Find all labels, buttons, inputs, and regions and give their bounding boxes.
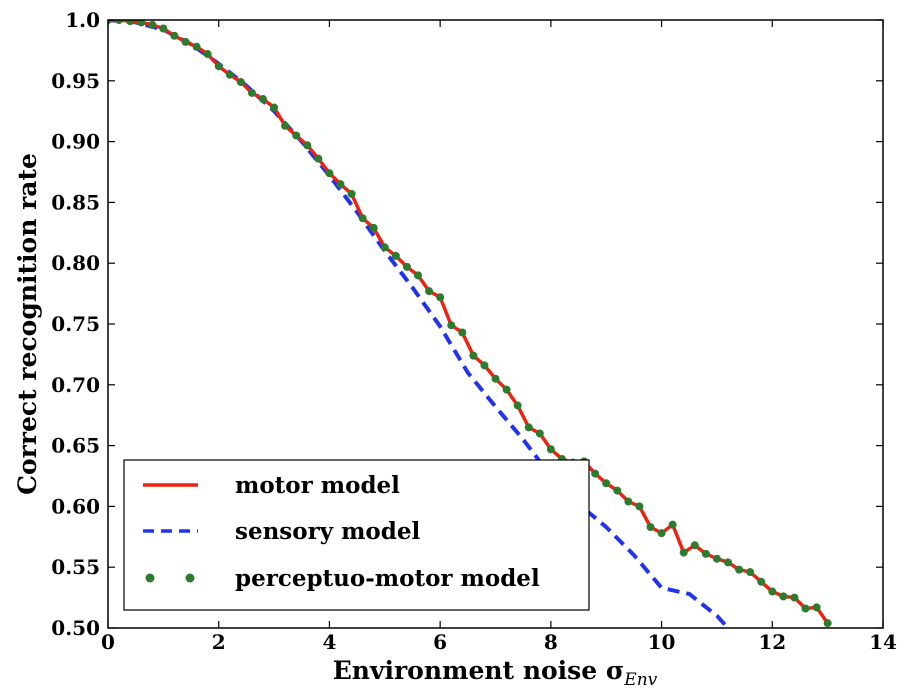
data-point-perceptuo-motor bbox=[657, 529, 666, 538]
data-point-perceptuo-motor bbox=[746, 568, 755, 577]
y-tick-label: 0.80 bbox=[51, 251, 100, 275]
data-point-perceptuo-motor bbox=[613, 486, 622, 495]
y-tick-label: 0.60 bbox=[51, 494, 100, 518]
data-point-perceptuo-motor bbox=[214, 62, 223, 71]
data-point-perceptuo-motor bbox=[823, 619, 832, 628]
data-point-perceptuo-motor bbox=[447, 321, 456, 330]
data-point-perceptuo-motor bbox=[425, 287, 434, 296]
data-point-perceptuo-motor bbox=[757, 577, 766, 586]
x-tick-label: 14 bbox=[869, 630, 897, 654]
data-point-perceptuo-motor bbox=[126, 20, 135, 26]
data-point-perceptuo-motor bbox=[668, 520, 677, 529]
data-point-perceptuo-motor bbox=[148, 20, 157, 29]
data-point-perceptuo-motor bbox=[115, 20, 124, 24]
data-point-perceptuo-motor bbox=[480, 361, 489, 370]
data-point-perceptuo-motor bbox=[646, 523, 655, 532]
data-point-perceptuo-motor bbox=[325, 169, 334, 178]
data-point-perceptuo-motor bbox=[292, 131, 301, 140]
data-point-perceptuo-motor bbox=[801, 604, 810, 613]
y-tick-label: 0.50 bbox=[51, 616, 100, 640]
x-tick-label: 0 bbox=[101, 630, 115, 654]
data-point-perceptuo-motor bbox=[502, 385, 511, 394]
data-point-perceptuo-motor bbox=[624, 497, 633, 506]
y-tick-label: 0.65 bbox=[51, 434, 100, 458]
data-point-perceptuo-motor bbox=[391, 251, 400, 260]
data-point-perceptuo-motor bbox=[546, 445, 555, 454]
legend-label-perceptuo-motor: perceptuo-motor model bbox=[235, 565, 540, 592]
data-point-perceptuo-motor bbox=[402, 262, 411, 271]
y-axis-title: Correct recognition rate bbox=[13, 153, 42, 495]
data-point-perceptuo-motor bbox=[336, 180, 345, 189]
x-tick-label: 2 bbox=[212, 630, 226, 654]
data-point-perceptuo-motor bbox=[790, 593, 799, 602]
data-point-perceptuo-motor bbox=[768, 587, 777, 596]
data-point-perceptuo-motor bbox=[347, 189, 356, 198]
data-point-perceptuo-motor bbox=[281, 121, 290, 130]
data-point-perceptuo-motor bbox=[469, 351, 478, 360]
x-tick-label: 4 bbox=[322, 630, 336, 654]
data-point-perceptuo-motor bbox=[181, 37, 190, 46]
x-axis-title: Environment noise σEnv bbox=[333, 656, 658, 690]
y-tick-label: 0.90 bbox=[51, 130, 100, 154]
data-point-perceptuo-motor bbox=[679, 548, 688, 557]
x-tick-label: 12 bbox=[758, 630, 786, 654]
legend-swatch-dot bbox=[185, 573, 195, 583]
y-tick-label: 0.55 bbox=[51, 555, 100, 579]
data-point-perceptuo-motor bbox=[779, 592, 788, 601]
data-point-perceptuo-motor bbox=[414, 271, 422, 280]
data-point-perceptuo-motor bbox=[247, 88, 256, 97]
data-point-perceptuo-motor bbox=[735, 565, 744, 574]
data-point-perceptuo-motor bbox=[170, 31, 179, 40]
legend: motor model sensory model perceptuo-moto… bbox=[123, 459, 590, 611]
data-point-perceptuo-motor bbox=[236, 78, 245, 87]
axes-layer: 0 2 4 6 8 10 12 14 0.50 0.55 0.60 0.65 0.70 0.75 0.80 0… bbox=[51, 8, 897, 654]
legend-box bbox=[123, 459, 590, 611]
data-point-perceptuo-motor bbox=[812, 603, 821, 612]
data-point-perceptuo-motor bbox=[524, 423, 533, 432]
data-point-perceptuo-motor bbox=[203, 50, 212, 59]
y-tick-label: 0.75 bbox=[51, 312, 100, 336]
x-tick-label: 8 bbox=[544, 630, 558, 654]
y-tick-label: 1.0 bbox=[65, 8, 100, 32]
x-tick-label: 10 bbox=[648, 630, 676, 654]
data-point-perceptuo-motor bbox=[137, 20, 146, 27]
data-point-perceptuo-motor bbox=[591, 469, 600, 478]
data-point-perceptuo-motor bbox=[159, 24, 168, 33]
data-point-perceptuo-motor bbox=[513, 401, 522, 410]
data-point-perceptuo-motor bbox=[314, 154, 323, 163]
data-point-perceptuo-motor bbox=[701, 549, 710, 558]
data-point-perceptuo-motor bbox=[358, 214, 367, 223]
data-point-perceptuo-motor bbox=[225, 70, 234, 79]
data-point-perceptuo-motor bbox=[535, 429, 544, 438]
data-point-perceptuo-motor bbox=[270, 103, 279, 112]
legend-label-motor: motor model bbox=[235, 472, 400, 499]
data-point-perceptuo-motor bbox=[108, 20, 112, 24]
legend-label-sensory: sensory model bbox=[235, 518, 420, 545]
data-point-perceptuo-motor bbox=[369, 223, 378, 232]
data-point-perceptuo-motor bbox=[635, 502, 644, 511]
data-point-perceptuo-motor bbox=[458, 328, 467, 337]
y-tick-label: 0.70 bbox=[51, 373, 100, 397]
legend-swatch-dot bbox=[145, 573, 155, 583]
data-point-perceptuo-motor bbox=[192, 42, 201, 51]
y-tick-label: 0.95 bbox=[51, 69, 100, 93]
data-point-perceptuo-motor bbox=[436, 293, 445, 302]
data-point-perceptuo-motor bbox=[259, 95, 267, 104]
x-tick-label: 6 bbox=[433, 630, 447, 654]
data-point-perceptuo-motor bbox=[690, 541, 699, 550]
data-point-perceptuo-motor bbox=[724, 558, 732, 567]
data-point-perceptuo-motor bbox=[303, 141, 312, 150]
data-point-perceptuo-motor bbox=[491, 374, 500, 383]
data-point-perceptuo-motor bbox=[380, 243, 389, 252]
data-point-perceptuo-motor bbox=[602, 479, 611, 488]
y-tick-label: 0.85 bbox=[51, 190, 100, 214]
data-point-perceptuo-motor bbox=[712, 554, 721, 563]
